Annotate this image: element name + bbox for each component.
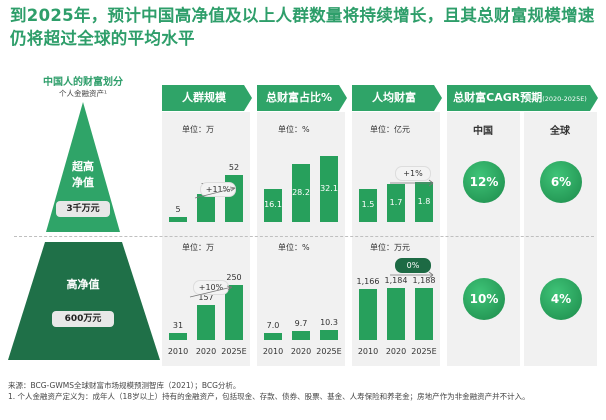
top-threshold: 3千万元 <box>56 201 110 217</box>
bar-value-3-2: 250 <box>226 273 242 282</box>
bottom-label: 高净值 <box>66 278 100 291</box>
cagr-global-top-circle: 6% <box>540 161 582 203</box>
bar-4-1 <box>292 330 310 340</box>
x-tick-3-1: 2020 <box>195 347 217 356</box>
col-bg-cagr-china <box>447 112 520 366</box>
bar-3-1 <box>197 305 215 340</box>
growth-percap-top: +1% <box>395 166 431 181</box>
bar-3-2 <box>225 285 243 340</box>
unit-per-capita-top: 单位：亿元 <box>370 125 410 134</box>
page-title: 到2025年，预计中国高净值及以上人群数量将持续增长，且其总财富规模增速仍将超过… <box>10 6 595 48</box>
bar-value-0-0: 5 <box>175 205 181 215</box>
bar-value-3-1: 157 <box>198 293 214 303</box>
footer-note: 1. 个人金融资产定义为：成年人（18岁以上）持有的金融资产，包括现金、存款、债… <box>8 392 530 401</box>
bar-value-2-1: 1.7 <box>389 198 403 208</box>
cagr-china-bottom-circle: 10% <box>463 278 505 320</box>
bar-value-5-1: 1,184 <box>384 276 408 286</box>
bar-value-4-0: 7.0 <box>266 321 280 331</box>
bar-5-1 <box>387 288 405 340</box>
x-tick-4-1: 2020 <box>290 347 312 356</box>
bar-3-0 <box>169 333 187 340</box>
bar-4-0 <box>264 333 282 340</box>
x-tick-5-0: 2010 <box>357 347 379 356</box>
row-divider <box>14 236 594 237</box>
bar-value-3-0: 31 <box>172 321 184 331</box>
pyramid-title: 中国人的财富划分 <box>43 77 123 88</box>
bar-5-2 <box>415 288 433 340</box>
pyramid-top <box>46 102 120 232</box>
bottom-threshold: 600万元 <box>52 311 114 327</box>
pyramid-subtitle: 个人金融资产¹ <box>58 89 107 98</box>
x-tick-4-2: 2025E <box>316 347 342 356</box>
top-label-line2: 净值 <box>72 176 94 189</box>
bar-5-0 <box>359 288 377 340</box>
bar-0-1 <box>197 193 215 222</box>
bar-value-2-0: 1.5 <box>361 200 375 210</box>
header-cagr-period: (2020-2025E) <box>542 95 587 103</box>
bar-value-2-2: 1.8 <box>417 197 431 206</box>
bar-1-0 <box>264 188 282 222</box>
wealth-pyramid <box>8 102 160 360</box>
cagr-global-label: 全球 <box>550 126 570 137</box>
growth-percap-bottom: 0% <box>395 258 431 273</box>
bar-value-1-0: 16.1 <box>264 200 282 210</box>
cagr-global-bottom-circle: 4% <box>540 278 582 320</box>
col-bg-wealth-share <box>257 112 345 366</box>
bar-2-0 <box>359 188 377 222</box>
bar-value-4-1: 9.7 <box>294 318 308 328</box>
unit-wealth-share-top: 单位：% <box>278 125 310 134</box>
bar-2-1 <box>387 184 405 222</box>
bar-value-5-2: 1,188 <box>412 276 436 285</box>
bar-1-1 <box>292 164 310 222</box>
bar-2-2 <box>415 182 433 222</box>
top-label-line1: 超高 <box>72 160 94 173</box>
col-bg-cagr-global <box>524 112 597 366</box>
header-per-capita: 人均财富 <box>372 91 416 104</box>
x-tick-3-0: 2010 <box>167 347 189 356</box>
header-population: 人群规模 <box>182 91 226 104</box>
bar-value-0-2: 52 <box>228 163 240 172</box>
cagr-china-top-circle: 12% <box>463 161 505 203</box>
unit-population-bottom: 单位：万 <box>182 243 214 252</box>
bar-0-0 <box>169 217 187 222</box>
header-cagr: 总财富CAGR预期(2020-2025E) <box>447 85 593 111</box>
footer-source: 来源：BCG-GWMS全球财富市场规模预测智库（2021）；BCG分析。 <box>8 381 241 390</box>
growth-pop-bottom: +10% <box>193 280 229 295</box>
unit-population-top: 单位：万 <box>182 125 214 134</box>
bar-value-4-2: 10.3 <box>320 318 338 327</box>
cagr-china-label: 中国 <box>473 126 493 137</box>
x-tick-3-2: 2025E <box>221 347 247 356</box>
header-wealth-share: 总财富占比% <box>265 91 333 104</box>
x-tick-5-2: 2025E <box>411 347 437 356</box>
unit-wealth-share-bottom: 单位：% <box>278 243 310 252</box>
unit-per-capita-bottom: 单位：万元 <box>370 243 410 252</box>
growth-pop-top: +11% <box>200 182 236 197</box>
bar-value-1-1: 28.2 <box>292 188 310 197</box>
x-tick-4-0: 2010 <box>262 347 284 356</box>
header-cagr-label: 总财富CAGR预期 <box>453 91 543 104</box>
bar-value-5-0: 1,166 <box>356 276 380 286</box>
bar-4-2 <box>320 330 338 340</box>
bar-1-2 <box>320 156 338 222</box>
bar-value-1-2: 32.1 <box>320 184 338 193</box>
x-tick-5-1: 2020 <box>385 347 407 356</box>
header-bar <box>162 85 598 111</box>
pyramid-bottom <box>8 242 160 360</box>
